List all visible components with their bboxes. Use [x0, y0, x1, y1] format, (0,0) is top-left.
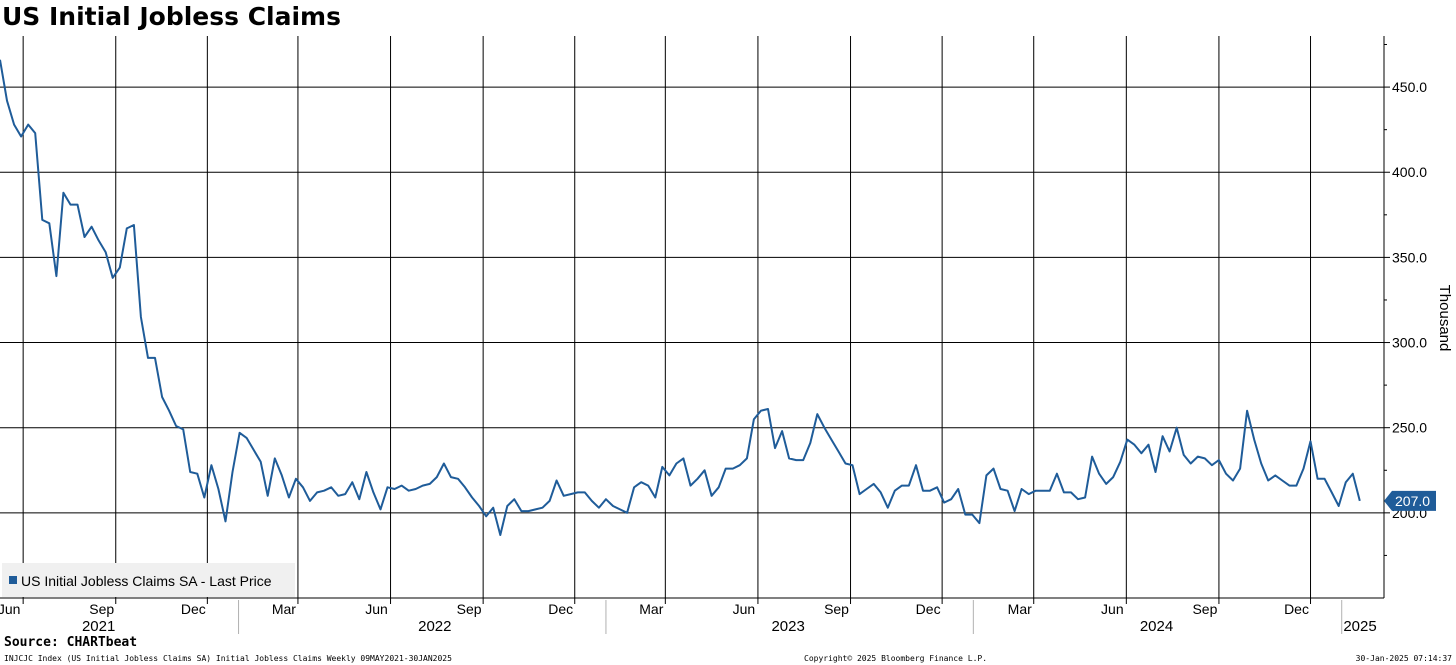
footer-copyright: Copyright© 2025 Bloomberg Finance L.P.	[804, 654, 988, 663]
footer-index-description: INJCJC Index (US Initial Jobless Claims …	[4, 654, 452, 663]
legend-label: US Initial Jobless Claims SA - Last Pric…	[21, 573, 272, 589]
y-tick-label: 350.0	[1392, 249, 1427, 265]
x-tick-label: Jun	[365, 601, 388, 617]
x-tick-label: Dec	[916, 601, 941, 617]
x-tick-label: Sep	[89, 601, 114, 617]
legend-box	[2, 563, 295, 597]
y-tick-label: 250.0	[1392, 420, 1427, 436]
x-year-label: 2025	[1343, 618, 1376, 635]
last-value-tag: 207.0	[1384, 490, 1436, 511]
grid-layer	[0, 36, 1384, 598]
x-year-label: 2024	[1140, 618, 1173, 635]
legend-swatch	[9, 576, 17, 584]
x-tick-label: Sep	[824, 601, 849, 617]
series-line-initial-claims	[0, 59, 1361, 536]
x-tick-label: Sep	[1192, 601, 1217, 617]
footer-timestamp: 30-Jan-2025 07:14:37	[1355, 654, 1452, 663]
last-value-label: 207.0	[1395, 493, 1430, 509]
legend-layer: US Initial Jobless Claims SA - Last Pric…	[2, 563, 295, 597]
chart-title: US Initial Jobless Claims	[2, 2, 341, 31]
y-tick-label: 300.0	[1392, 335, 1427, 351]
x-tick-label: Jun	[733, 601, 756, 617]
x-tick-label: Sep	[457, 601, 482, 617]
x-tick-label: Dec	[1284, 601, 1309, 617]
x-tick-label: Dec	[548, 601, 573, 617]
y-axis-title: Thousand	[1436, 285, 1453, 352]
x-tick-label: Mar	[639, 601, 663, 617]
y-tick-label: 450.0	[1392, 79, 1427, 95]
x-tick-label: Mar	[272, 601, 296, 617]
last-value-tag-bg	[1384, 490, 1436, 511]
x-year-label: 2023	[771, 618, 804, 635]
x-tick-label: Jun	[1101, 601, 1124, 617]
x-year-label: 2021	[82, 618, 115, 635]
series-layer	[0, 59, 1361, 536]
x-tick-label: Mar	[1008, 601, 1032, 617]
x-year-label: 2022	[418, 618, 451, 635]
source-note: Source: CHARTbeat	[4, 635, 138, 650]
x-tick-label: Jun	[0, 601, 20, 617]
y-tick-label: 400.0	[1392, 164, 1427, 180]
x-tick-label: Dec	[181, 601, 206, 617]
